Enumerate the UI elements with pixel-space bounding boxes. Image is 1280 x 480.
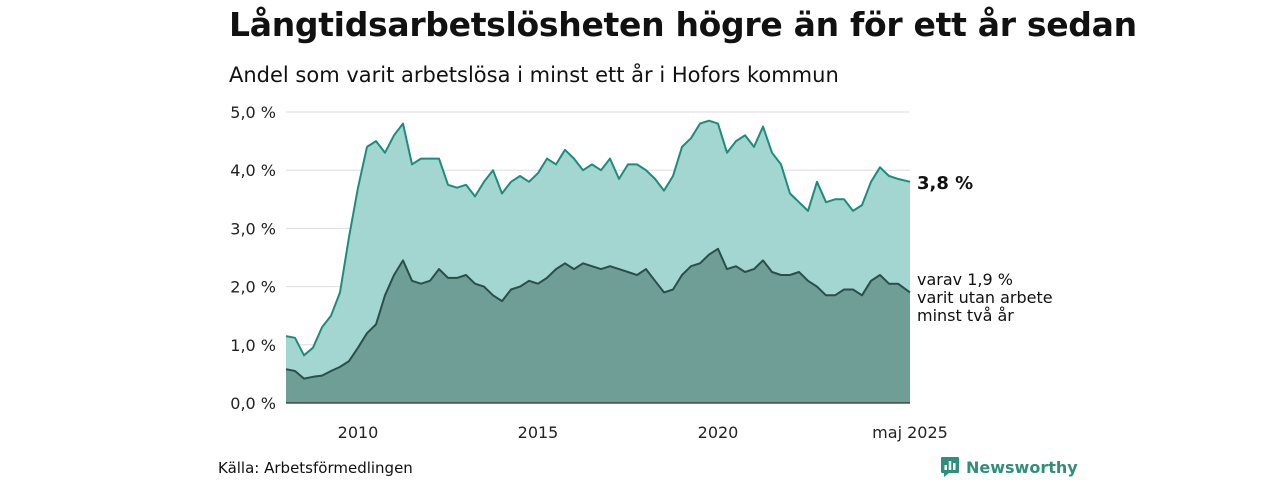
y-tick-label: 4,0 % xyxy=(230,161,276,180)
chart-title: Långtidsarbetslösheten högre än för ett … xyxy=(229,5,1137,44)
area-two-years xyxy=(286,248,910,403)
x-tick-label: 2020 xyxy=(698,423,739,442)
end-label-two-years: varav 1,9 % varit utan arbete minst två år xyxy=(917,270,1053,325)
y-tick-label: 1,0 % xyxy=(230,336,276,355)
brand-name: Newsworthy xyxy=(966,457,1078,477)
source-note: Källa: Arbetsförmedlingen xyxy=(218,459,413,477)
line-two-years xyxy=(285,247,911,380)
newsworthy-chart-logo-icon xyxy=(941,457,959,477)
x-tick-label: 2015 xyxy=(518,423,559,442)
line-total xyxy=(285,119,911,357)
y-tick-label: 0,0 % xyxy=(230,394,276,413)
y-tick-label: 5,0 % xyxy=(230,103,276,122)
x-tick-label: maj 2025 xyxy=(872,423,948,442)
y-tick-label: 2,0 % xyxy=(230,278,276,297)
y-tick-label: 3,0 % xyxy=(230,219,276,238)
end-label-total: 3,8 % xyxy=(917,173,973,194)
chart-subtitle: Andel som varit arbetslösa i minst ett å… xyxy=(229,63,839,87)
x-tick-label: 2010 xyxy=(338,423,379,442)
brand-logo[interactable]: Newsworthy xyxy=(940,456,1078,478)
